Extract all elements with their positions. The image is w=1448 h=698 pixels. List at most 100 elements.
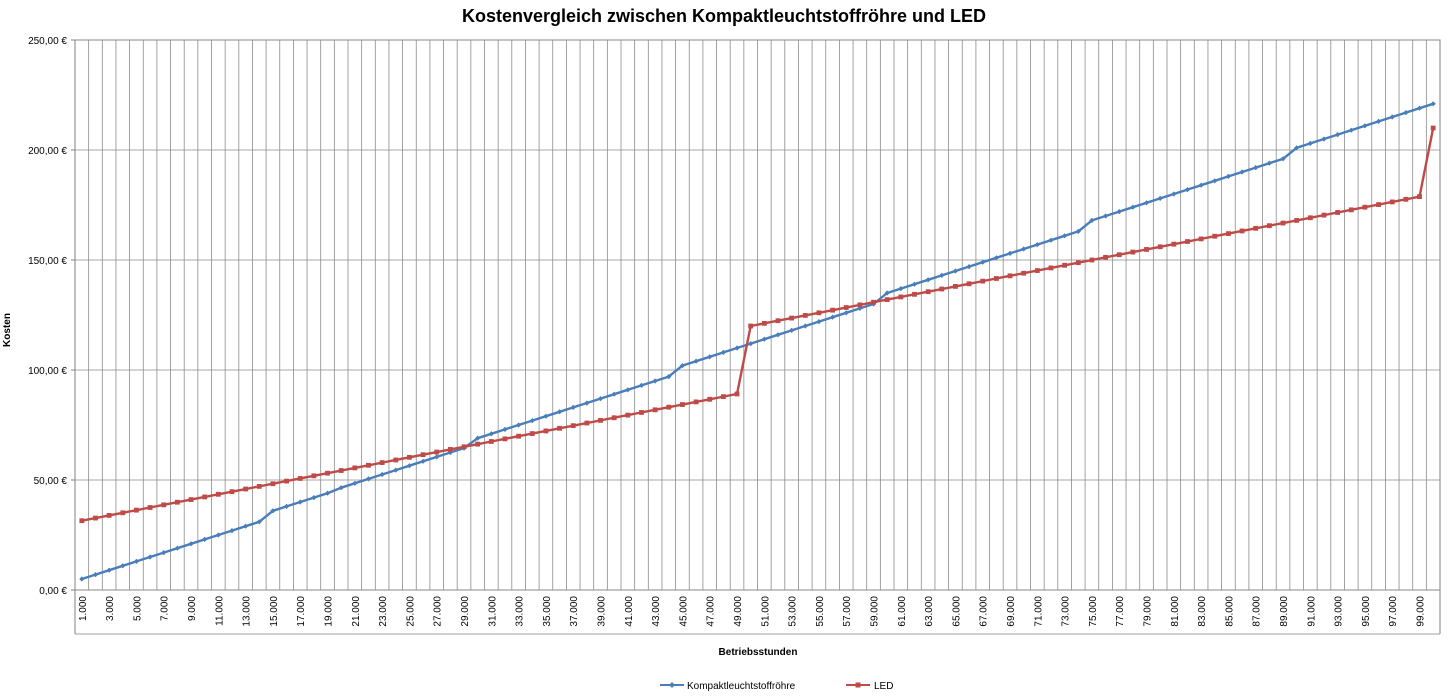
data-point[interactable]: [393, 467, 399, 473]
data-point[interactable]: [420, 452, 426, 458]
data-point[interactable]: [816, 319, 822, 325]
data-point[interactable]: [802, 323, 808, 329]
data-point[interactable]: [1103, 254, 1108, 260]
data-point[interactable]: [243, 486, 249, 492]
data-point[interactable]: [324, 490, 331, 496]
data-point[interactable]: [202, 494, 208, 500]
data-point[interactable]: [1226, 231, 1231, 236]
data-point[interactable]: [761, 320, 767, 326]
data-point[interactable]: [1403, 110, 1409, 116]
data-point[interactable]: [1417, 194, 1422, 200]
data-point[interactable]: [1280, 156, 1286, 162]
data-point[interactable]: [1007, 250, 1013, 256]
data-point[interactable]: [338, 485, 344, 491]
data-point[interactable]: [1062, 262, 1068, 268]
data-point[interactable]: [584, 420, 590, 426]
data-point[interactable]: [1375, 118, 1382, 124]
data-point[interactable]: [829, 314, 836, 320]
data-point[interactable]: [215, 491, 221, 497]
data-point[interactable]: [1348, 127, 1354, 133]
data-point[interactable]: [352, 480, 358, 486]
data-point[interactable]: [884, 297, 890, 302]
data-point[interactable]: [584, 400, 590, 406]
data-point[interactable]: [1239, 169, 1245, 175]
data-point[interactable]: [1062, 233, 1068, 239]
data-point[interactable]: [1403, 196, 1409, 202]
data-point[interactable]: [202, 536, 208, 542]
data-point[interactable]: [93, 515, 98, 521]
data-point[interactable]: [434, 449, 440, 455]
data-point[interactable]: [1225, 173, 1232, 179]
data-point[interactable]: [598, 417, 603, 423]
data-point[interactable]: [884, 290, 890, 296]
data-point[interactable]: [106, 513, 112, 518]
data-point[interactable]: [543, 413, 549, 419]
data-point[interactable]: [461, 444, 467, 450]
data-point[interactable]: [843, 310, 849, 316]
data-point[interactable]: [284, 478, 289, 484]
data-point[interactable]: [106, 567, 112, 573]
data-point[interactable]: [625, 387, 631, 393]
data-point[interactable]: [134, 507, 139, 513]
data-point[interactable]: [953, 284, 958, 289]
data-point[interactable]: [1212, 178, 1218, 184]
data-point[interactable]: [1212, 233, 1218, 239]
legend-item-kompakt[interactable]: Kompaktleuchtstoffröhre: [660, 681, 796, 692]
data-point[interactable]: [843, 305, 849, 310]
data-point[interactable]: [1075, 228, 1081, 234]
data-point[interactable]: [1157, 244, 1163, 250]
data-point[interactable]: [802, 313, 808, 318]
data-point[interactable]: [379, 471, 385, 478]
data-point[interactable]: [939, 272, 945, 278]
data-point[interactable]: [407, 454, 412, 460]
data-point[interactable]: [1430, 125, 1436, 131]
data-point[interactable]: [488, 439, 494, 444]
data-point[interactable]: [912, 291, 917, 297]
data-point[interactable]: [666, 374, 672, 380]
data-point[interactable]: [311, 495, 317, 501]
data-point[interactable]: [297, 476, 303, 481]
data-point[interactable]: [1389, 114, 1395, 120]
data-point[interactable]: [311, 473, 317, 479]
data-point[interactable]: [693, 399, 699, 405]
data-point[interactable]: [147, 554, 153, 560]
legend-item-led[interactable]: LED: [846, 681, 893, 692]
data-point[interactable]: [174, 545, 180, 551]
data-point[interactable]: [365, 476, 372, 482]
data-point[interactable]: [256, 519, 262, 525]
data-point[interactable]: [1130, 204, 1136, 210]
data-point[interactable]: [529, 418, 535, 424]
data-point[interactable]: [1430, 101, 1436, 107]
data-point[interactable]: [1048, 265, 1054, 271]
data-point[interactable]: [734, 391, 740, 397]
data-point[interactable]: [1143, 200, 1150, 206]
data-point[interactable]: [1048, 237, 1054, 243]
data-point[interactable]: [1335, 210, 1341, 215]
data-point[interactable]: [120, 563, 126, 569]
data-point[interactable]: [488, 431, 494, 437]
data-point[interactable]: [679, 363, 686, 369]
data-point[interactable]: [1266, 223, 1272, 229]
data-point[interactable]: [161, 550, 167, 556]
data-point[interactable]: [420, 458, 426, 464]
data-point[interactable]: [775, 332, 781, 338]
data-point[interactable]: [1171, 241, 1177, 247]
data-point[interactable]: [1157, 195, 1163, 201]
data-point[interactable]: [161, 502, 167, 508]
data-point[interactable]: [556, 409, 563, 415]
data-point[interactable]: [1116, 209, 1122, 215]
data-point[interactable]: [188, 541, 194, 547]
data-point[interactable]: [1007, 273, 1013, 279]
data-point[interactable]: [1102, 213, 1109, 219]
data-point[interactable]: [79, 518, 85, 524]
data-point[interactable]: [966, 281, 972, 287]
data-point[interactable]: [1144, 247, 1149, 252]
data-point[interactable]: [1280, 220, 1286, 226]
data-point[interactable]: [1335, 132, 1341, 138]
data-point[interactable]: [229, 489, 235, 495]
data-point[interactable]: [830, 307, 835, 313]
data-point[interactable]: [898, 286, 904, 292]
data-point[interactable]: [1239, 228, 1245, 234]
data-point[interactable]: [680, 402, 685, 407]
data-point[interactable]: [570, 404, 576, 410]
